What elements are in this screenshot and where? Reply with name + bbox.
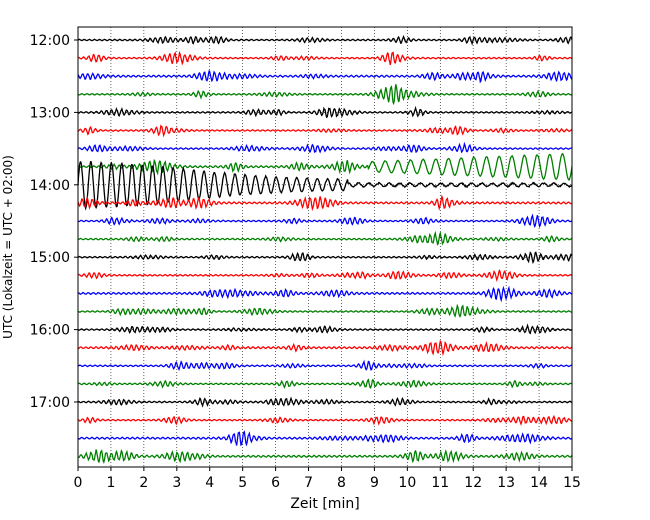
trace-1515 [77,268,573,283]
trace-1500 [77,251,573,265]
x-axis: 0 1 2 3 4 5 6 7 8 9 10 11 12 13 14 15 [74,467,581,491]
y-tick-label: 17:00 [30,395,70,411]
trace-1430 [77,213,573,228]
trace-1200 [77,34,573,46]
y-axis-label: UTC (Lokalzeit = UTC + 02:00) [1,155,15,339]
trace-1215 [77,50,573,66]
x-tick-label: 10 [398,475,416,491]
trace-1530 [77,285,573,303]
x-tick-label: 15 [563,475,581,491]
trace-1545 [77,303,573,318]
trace-1445 [77,230,573,246]
trace-1330 [77,141,573,154]
x-tick-label: 8 [337,475,346,491]
seismic-traces [77,34,573,464]
trace-1745 [77,448,573,464]
trace-1315 [77,124,573,138]
trace-1300 [77,105,573,119]
trace-1615 [77,340,573,357]
x-tick-label: 9 [370,475,379,491]
x-tick-label: 6 [271,475,280,491]
trace-1600 [77,323,573,335]
x-tick-label: 13 [497,475,515,491]
trace-1345 [77,153,573,181]
x-tick-label: 0 [74,475,83,491]
x-tick-label: 1 [106,475,115,491]
y-tick-label: 14:00 [30,178,70,194]
y-tick-label: 16:00 [30,323,70,339]
x-tick-label: 4 [205,475,214,491]
y-tick-label: 15:00 [30,250,70,266]
trace-1630 [77,359,573,372]
trace-1715 [77,414,573,427]
plot-frame [77,26,573,468]
x-tick-label: 3 [172,475,181,491]
x-tick-label: 5 [238,475,247,491]
y-tick-label: 12:00 [30,33,70,49]
trace-1700 [77,396,573,408]
trace-1645 [77,378,573,389]
x-tick-label: 11 [431,475,449,491]
trace-1245 [77,84,573,106]
y-tick-label: 13:00 [30,105,70,121]
trace-1400 [77,160,573,211]
trace-1415 [77,194,573,212]
x-tick-label: 12 [464,475,482,491]
y-axis: 12:00 13:00 14:00 15:00 16:00 17:00 [30,33,78,411]
trace-1730 [77,430,573,447]
x-axis-label: Zeit [min] [290,496,359,512]
trace-1230 [77,69,573,84]
x-tick-label: 7 [304,475,313,491]
x-tick-label: 2 [139,475,148,491]
x-tick-label: 14 [530,475,548,491]
